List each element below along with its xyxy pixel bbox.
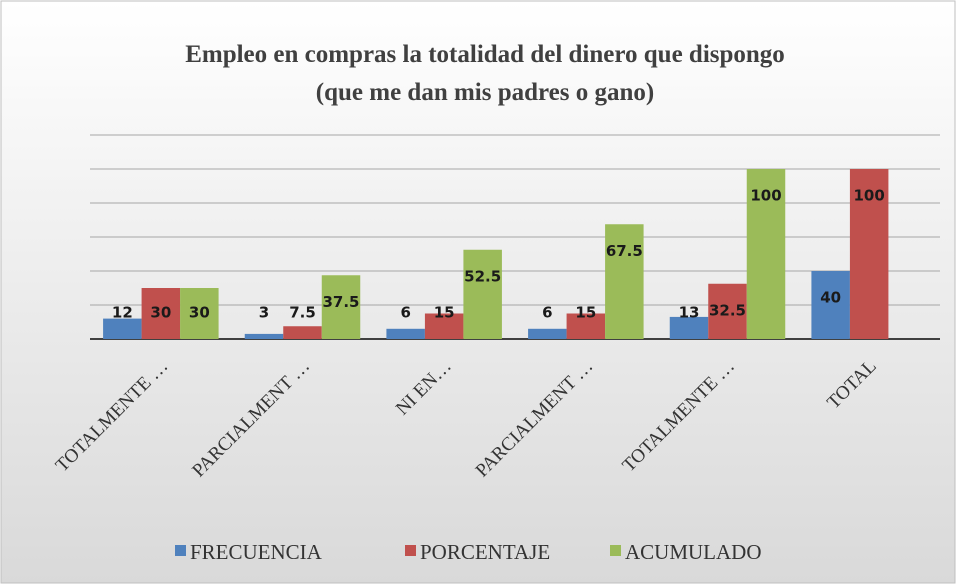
bar xyxy=(605,224,644,339)
legend-swatch xyxy=(610,545,621,556)
legend-swatch xyxy=(175,545,186,556)
bar xyxy=(283,326,322,339)
data-label: 30 xyxy=(150,304,171,322)
bar xyxy=(141,288,181,339)
bar xyxy=(424,313,464,339)
data-label: 40 xyxy=(820,289,841,307)
data-label: 13 xyxy=(679,304,700,322)
data-label: 7.5 xyxy=(289,304,316,322)
data-label: 3 xyxy=(259,304,269,322)
data-label: 37.5 xyxy=(322,293,359,311)
chart-title: (que me dan mis padres o gano) xyxy=(316,79,654,106)
data-label: 100 xyxy=(750,187,781,205)
bar xyxy=(386,328,425,339)
data-label: 15 xyxy=(575,304,596,322)
bar xyxy=(103,318,142,339)
legend-label: FRECUENCIA xyxy=(190,540,323,564)
data-label: 100 xyxy=(854,187,885,205)
data-label: 6 xyxy=(542,304,552,322)
legend-label: ACUMULADO xyxy=(625,540,762,564)
bar xyxy=(811,271,850,339)
bar xyxy=(669,316,709,339)
data-label: 52.5 xyxy=(464,267,501,285)
bar xyxy=(244,333,284,339)
data-label: 15 xyxy=(434,304,455,322)
bar xyxy=(746,169,786,339)
chart-title: Empleo en compras la totalidad del diner… xyxy=(185,41,785,68)
data-label: 32.5 xyxy=(709,301,746,319)
data-label: 6 xyxy=(400,304,410,322)
bar xyxy=(708,283,747,339)
legend-swatch xyxy=(405,545,416,556)
bar xyxy=(463,249,502,339)
legend-label: PORCENTAJE xyxy=(420,540,550,564)
bar xyxy=(528,328,567,339)
data-label: 12 xyxy=(112,304,133,322)
bar xyxy=(849,169,889,339)
bar xyxy=(180,288,219,339)
data-label: 67.5 xyxy=(606,242,643,260)
bar xyxy=(566,313,606,339)
bar xyxy=(321,275,361,339)
data-label: 30 xyxy=(189,304,210,322)
